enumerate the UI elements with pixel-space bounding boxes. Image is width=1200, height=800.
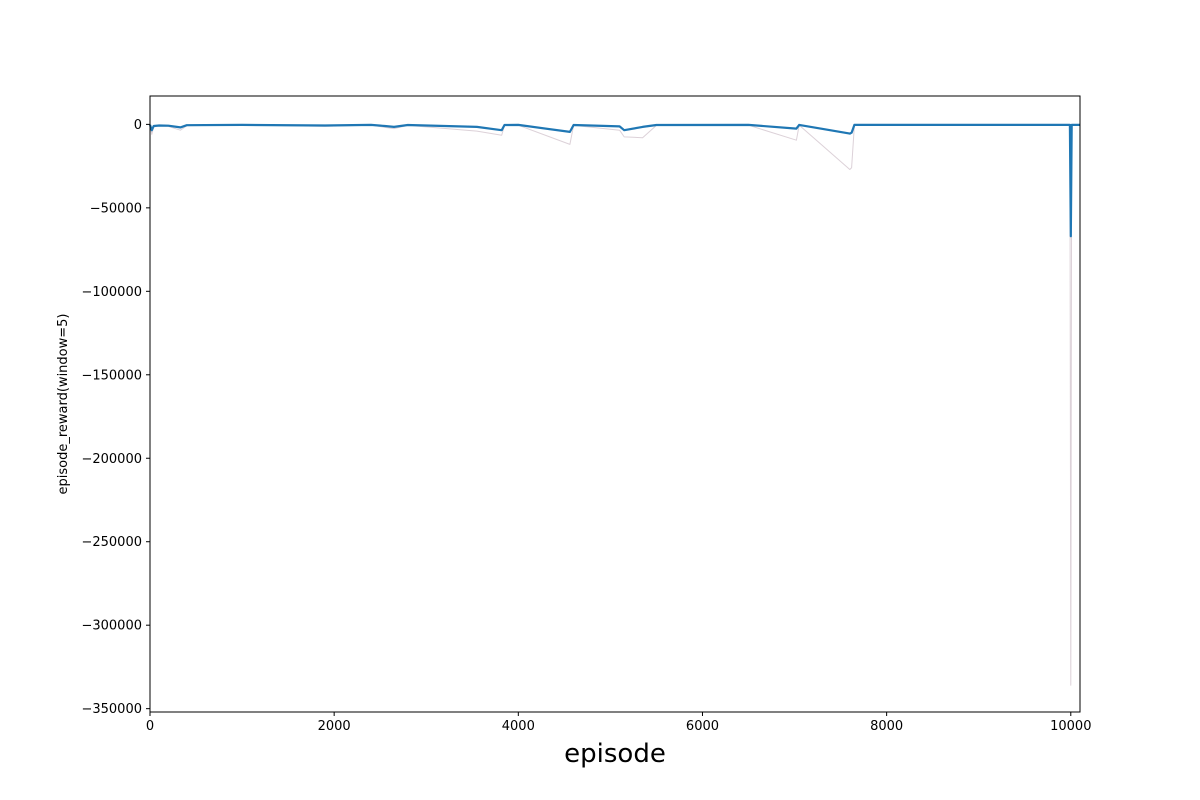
x-tick-label: 2000 [318, 719, 351, 734]
raw-series-layer [149, 124, 1080, 686]
y-axis-ticks: 0 −50000 −100000 −150000 −200000 −250000 −3000… [81, 118, 150, 717]
y-tick-label: −150000 [81, 368, 142, 383]
y-tick-label: −300000 [81, 619, 142, 634]
y-tick-label: −100000 [81, 285, 142, 300]
x-tick-label: 0 [146, 719, 154, 734]
x-axis-ticks: 0 2000 4000 6000 8000 10000 [146, 712, 1091, 734]
x-tick-label: 6000 [686, 719, 719, 734]
y-tick-label: −250000 [81, 535, 142, 550]
plot-frame [149, 95, 1081, 713]
y-axis-label: episode_reward(window=5) [56, 314, 71, 495]
x-axis-label: episode [564, 739, 666, 769]
x-tick-label: 10000 [1050, 719, 1091, 734]
y-tick-label: −350000 [81, 702, 142, 717]
x-tick-label: 4000 [502, 719, 535, 734]
y-tick-label: −200000 [81, 452, 142, 467]
raw-series-line [149, 124, 1080, 686]
smoothed-series-layer [148, 123, 1080, 238]
y-tick-label: 0 [134, 118, 142, 133]
y-tick-label: −50000 [90, 201, 142, 216]
smoothed-series-line [148, 123, 1080, 238]
x-tick-label: 8000 [870, 719, 903, 734]
